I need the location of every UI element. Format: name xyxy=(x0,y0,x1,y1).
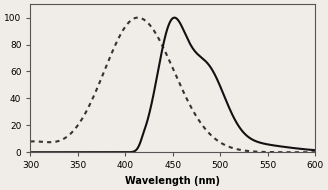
X-axis label: Wavelength (nm): Wavelength (nm) xyxy=(125,176,220,186)
